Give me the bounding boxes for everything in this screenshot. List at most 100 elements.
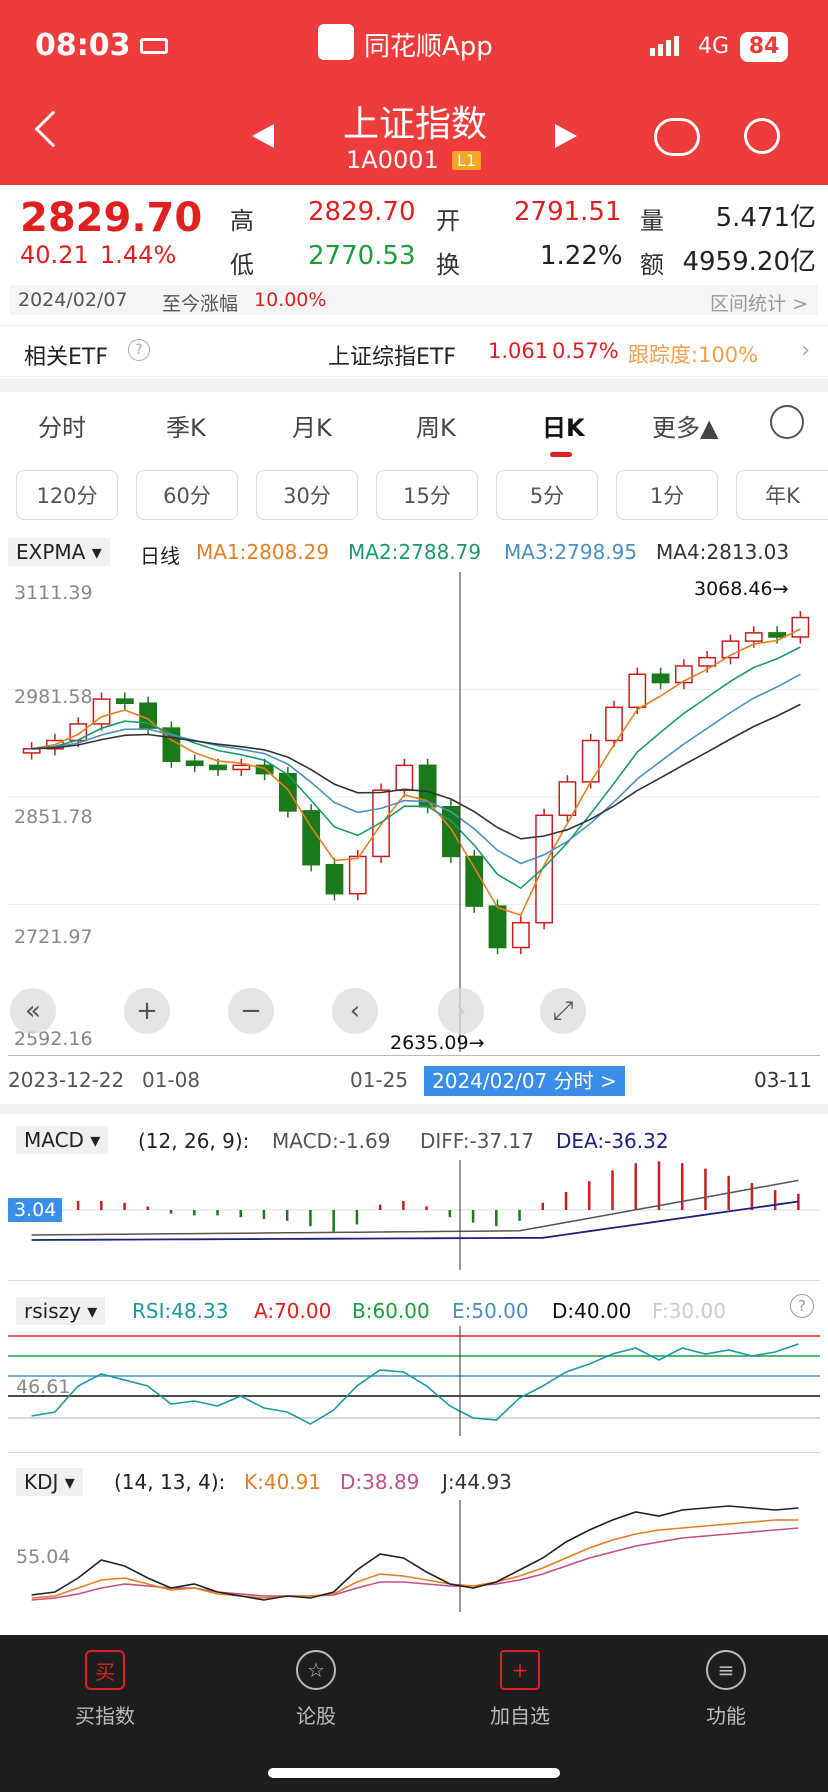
candle-body [535, 814, 554, 924]
candle-body [651, 673, 670, 684]
indicator-select[interactable]: EXPMA ▾ [8, 538, 110, 566]
section-divider [0, 378, 828, 392]
nav-add-watch[interactable]: + 加自选 [450, 1650, 590, 1729]
macd-name: MACD [24, 1128, 84, 1152]
diff-value: DIFF:-37.17 [420, 1129, 534, 1153]
candle-body [674, 665, 693, 684]
tab-day[interactable]: 日K [542, 414, 585, 442]
tab-quarter[interactable]: 季K [166, 414, 206, 442]
etf-row[interactable]: 相关ETF ? 上证综指ETF 1.061 0.57% 跟踪度:100% › [0, 325, 828, 377]
dea-value: DEA:-36.32 [556, 1129, 669, 1153]
date-label: 01-25 [350, 1068, 409, 1092]
period-60[interactable]: 60分 [136, 470, 238, 520]
price-pct: 1.44% [100, 241, 177, 269]
since-value: 10.00% [254, 289, 327, 311]
bed-icon [140, 38, 168, 54]
rsi-chart [8, 1326, 820, 1436]
interval-date: 2024/02/07 [18, 289, 128, 311]
candle-body [232, 764, 251, 771]
candle-body [791, 616, 810, 638]
min-label: 2635.09→ [390, 1032, 485, 1054]
rsi-y-tick: 46.61 [16, 1376, 71, 1398]
kdj-j: J:44.93 [442, 1470, 512, 1494]
amt-value: 4959.20亿 [682, 247, 816, 277]
etf-label: 相关ETF [24, 345, 108, 370]
rsi-e: E:50.00 [452, 1299, 529, 1323]
next-stock-icon[interactable] [555, 124, 577, 148]
macd-value: MACD:-1.69 [272, 1129, 391, 1153]
battery-level: 84 [740, 32, 788, 62]
candle-body [488, 905, 507, 949]
rsi-line [31, 1343, 799, 1425]
period-1[interactable]: 1分 [616, 470, 718, 520]
candle-body [768, 632, 786, 638]
candle-body [558, 781, 577, 817]
price-change: 40.21 [20, 241, 89, 269]
low-label: 低 [230, 251, 254, 279]
nav-label: 加自选 [490, 1704, 550, 1728]
star-icon: ☆ [296, 1650, 336, 1690]
nav-functions[interactable]: ≡ 功能 [656, 1650, 796, 1729]
turn-label: 换 [436, 251, 460, 279]
rsi-f: F:30.00 [652, 1299, 726, 1323]
nav-label: 功能 [706, 1704, 746, 1728]
candle-body [348, 855, 367, 895]
app-header: 08:03 同花顺App 4G 84 上证指数 1A0001 L1 [0, 0, 828, 185]
back-icon[interactable] [34, 110, 72, 148]
candle-body [325, 863, 344, 895]
app-name: 同花顺App [364, 32, 493, 62]
candle-body [442, 806, 460, 858]
period-120[interactable]: 120分 [16, 470, 118, 520]
zoom-in-icon[interactable]: + [124, 988, 170, 1034]
settings-icon[interactable] [770, 405, 804, 439]
stock-code: 1A0001 [346, 146, 439, 174]
robot-icon[interactable] [654, 118, 700, 156]
search-icon[interactable] [744, 118, 780, 154]
tab-month[interactable]: 月K [292, 414, 332, 442]
macd-chart [8, 1160, 820, 1270]
home-indicator [268, 1768, 560, 1778]
kdj-name: KDJ [24, 1470, 59, 1494]
dea-line [31, 1200, 799, 1241]
tab-week[interactable]: 周K [416, 414, 456, 442]
help-icon[interactable]: ? [128, 339, 150, 361]
cursor-date-button[interactable]: 2024/02/07 分时 > [424, 1066, 625, 1096]
prev-stock-icon[interactable] [252, 124, 274, 148]
kdj-select[interactable]: KDJ ▾ [16, 1468, 83, 1496]
next-icon[interactable]: › [438, 988, 484, 1034]
nav-discuss[interactable]: ☆ 论股 [246, 1650, 386, 1729]
kline-chart[interactable] [8, 572, 820, 1052]
period-year[interactable]: 年K [736, 470, 828, 520]
period-15[interactable]: 15分 [376, 470, 478, 520]
interval-stats-link[interactable]: 区间统计 > [710, 293, 808, 315]
chevron-right-icon[interactable]: › [801, 338, 810, 363]
fullscreen-icon[interactable]: ⤢ [540, 988, 586, 1034]
candle-body [581, 739, 600, 783]
date-axis [8, 1055, 820, 1063]
help-icon[interactable]: ? [790, 1294, 814, 1318]
candle-body [209, 764, 227, 771]
zoom-out-icon[interactable]: − [228, 988, 274, 1034]
interval-bar[interactable]: 2024/02/07 至今涨幅 10.00% 区间统计 > [10, 285, 818, 315]
period-30[interactable]: 30分 [256, 470, 358, 520]
kdj-params: (14, 13, 4): [114, 1470, 226, 1494]
open-label: 开 [436, 207, 460, 235]
rsi-select[interactable]: rsiszy ▾ [16, 1297, 106, 1325]
macd-cursor-label: 3.04 [8, 1198, 63, 1222]
ma1-line [31, 628, 801, 917]
tab-more[interactable]: 更多▲ [652, 414, 719, 442]
date-label: 01-08 [142, 1068, 201, 1092]
nav-buy-index[interactable]: 买 买指数 [35, 1650, 175, 1729]
rewind-icon[interactable]: « [10, 988, 56, 1034]
tab-minute[interactable]: 分时 [38, 414, 86, 442]
since-label: 至今涨幅 [162, 293, 239, 315]
candle-body [278, 772, 297, 812]
macd-select[interactable]: MACD ▾ [16, 1126, 109, 1154]
prev-icon[interactable]: ‹ [332, 988, 378, 1034]
rsi-value: RSI:48.33 [132, 1299, 229, 1323]
level-badge: L1 [452, 151, 482, 170]
period-5[interactable]: 5分 [496, 470, 598, 520]
bottom-nav [0, 1635, 828, 1792]
etf-tracking: 跟踪度:100% [628, 343, 759, 367]
vol-label: 量 [640, 207, 664, 235]
